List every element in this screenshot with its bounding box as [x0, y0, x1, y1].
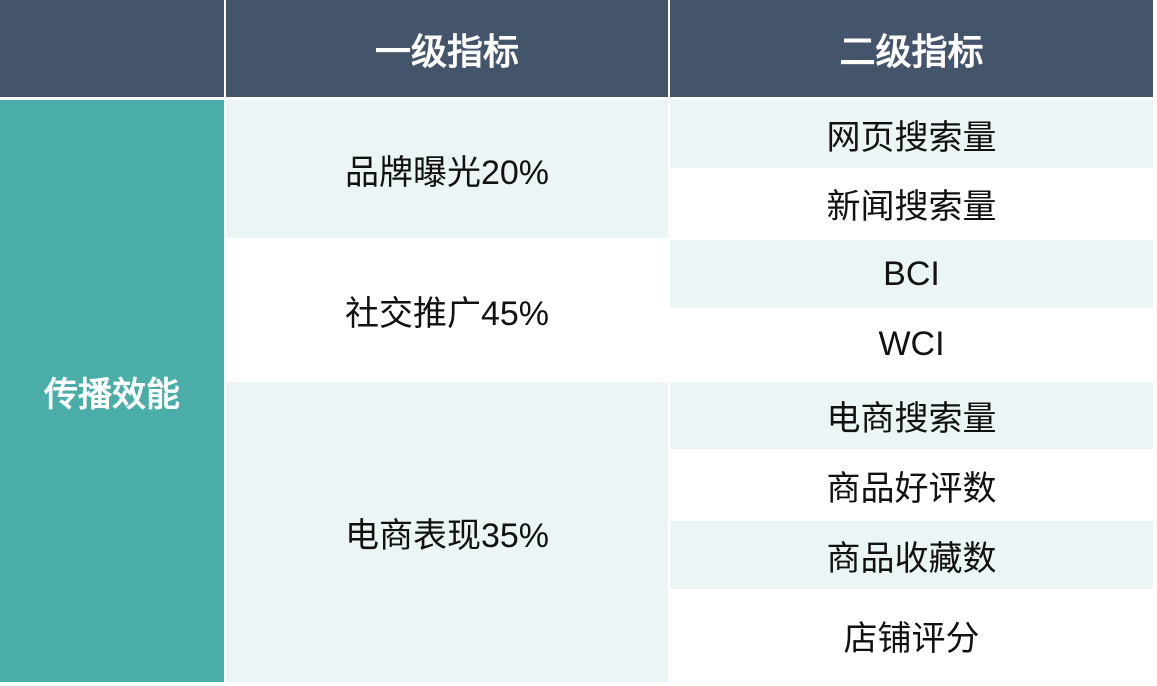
primary-indicator-social: 社交推广45% — [226, 240, 668, 380]
secondary-indicator: BCI — [670, 240, 1153, 308]
secondary-indicator: WCI — [670, 308, 1153, 380]
secondary-indicator: 新闻搜索量 — [670, 168, 1153, 238]
secondary-indicator: 商品收藏数 — [670, 521, 1153, 589]
secondary-indicator: 电商搜索量 — [670, 382, 1153, 449]
secondary-indicator: 商品好评数 — [670, 449, 1153, 521]
header-primary-indicator: 一级指标 — [226, 0, 668, 97]
header-secondary-indicator: 二级指标 — [670, 0, 1153, 97]
header-empty-cell — [0, 0, 224, 97]
primary-indicator-brand: 品牌曝光20% — [226, 100, 668, 238]
primary-indicator-ecommerce: 电商表现35% — [226, 382, 668, 682]
secondary-indicator: 店铺评分 — [670, 589, 1153, 682]
category-cell: 传播效能 — [0, 100, 224, 682]
secondary-indicator: 网页搜索量 — [670, 100, 1153, 168]
